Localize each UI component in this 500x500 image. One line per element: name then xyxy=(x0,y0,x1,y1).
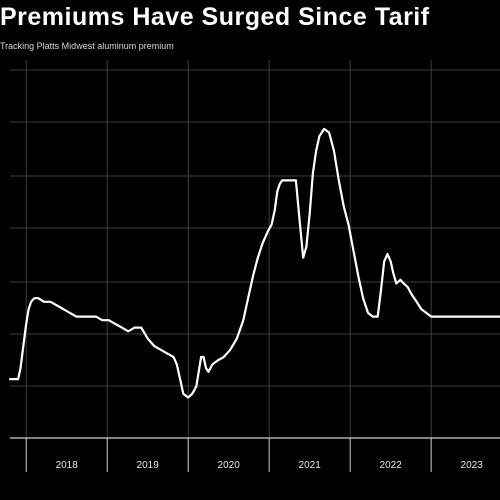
x-tick-label: 2019 xyxy=(137,460,160,471)
x-tick-label: 2021 xyxy=(299,460,322,471)
series-line xyxy=(8,127,500,399)
series-layer xyxy=(8,127,500,399)
x-tick-label: 2022 xyxy=(380,460,403,471)
chart-title: Premiums Have Surged Since Tarif xyxy=(0,3,430,31)
x-axis: 2018 2019 2020 2021 2022 2023 xyxy=(10,437,500,472)
chart-grid xyxy=(10,60,500,438)
x-tick-label: 2023 xyxy=(461,460,484,471)
x-tick-label: 2018 xyxy=(56,460,79,471)
chart-subtitle: Tracking Platts Midwest aluminum premium xyxy=(0,41,174,51)
x-tick-label: 2020 xyxy=(218,460,241,471)
